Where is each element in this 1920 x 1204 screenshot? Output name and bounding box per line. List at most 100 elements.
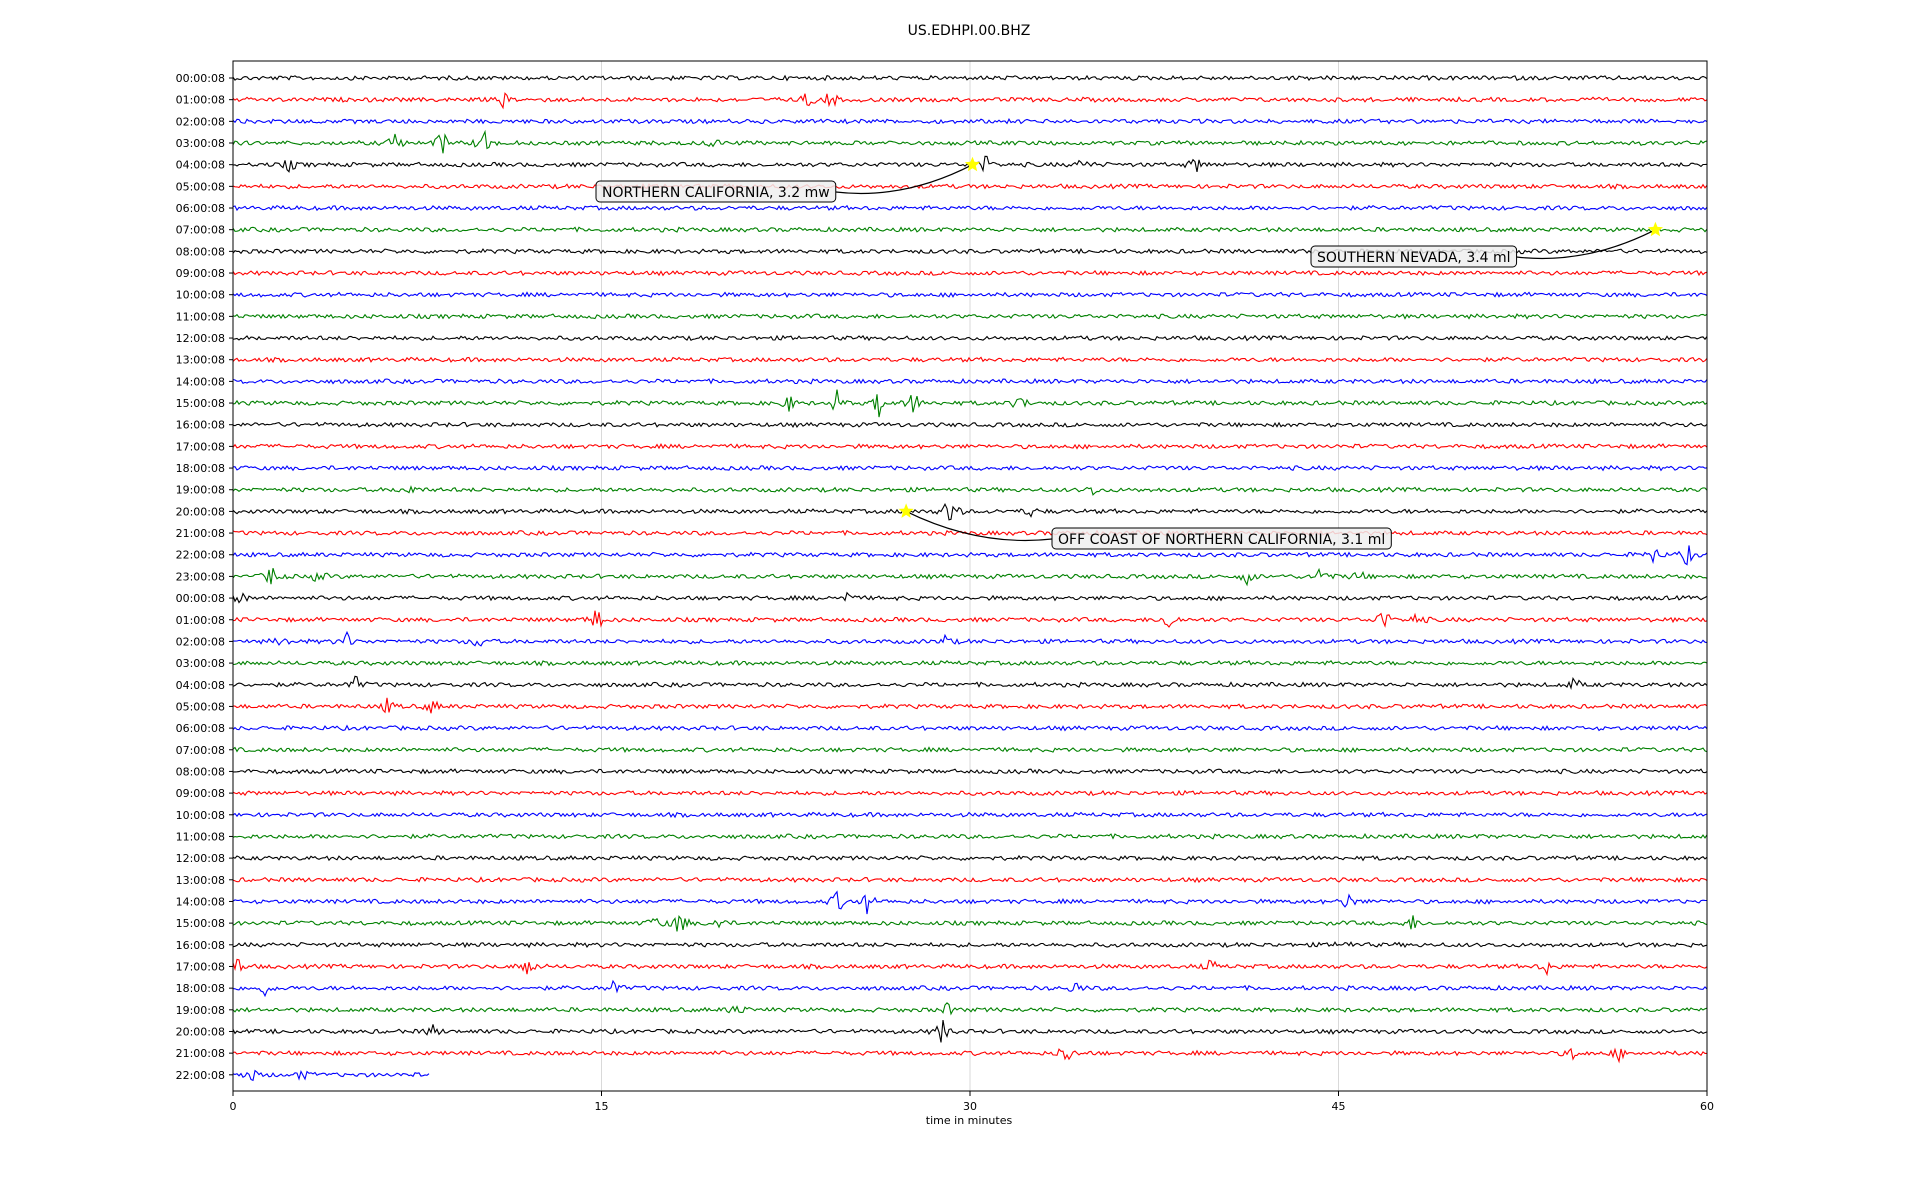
row-label-layer: 00:00:08 01:00:08 02:00:08 03:00:08 04:00:08…: [176, 72, 233, 1082]
row-time-label: 22:00:08: [176, 1069, 225, 1082]
row-time-label: 12:00:08: [176, 332, 225, 345]
row-time-label: 23:00:08: [176, 570, 225, 583]
row-time-label: 12:00:08: [176, 852, 225, 865]
row-time-label: 15:00:08: [176, 917, 225, 930]
trace-line: [232, 1002, 1708, 1016]
trace-line: [232, 746, 1708, 754]
x-tick-label: 60: [1700, 1100, 1714, 1113]
row-time-label: 17:00:08: [176, 440, 225, 453]
trace-line: [232, 313, 1708, 320]
x-axis-label: time in minutes: [926, 1114, 1013, 1127]
trace-line: [232, 377, 1708, 385]
event-connector: [835, 164, 973, 195]
row-time-label: 18:00:08: [176, 462, 225, 475]
event-label-box: [595, 180, 837, 203]
row-time-label: 06:00:08: [176, 722, 225, 735]
trace-line: [232, 485, 1708, 496]
x-tick-label: 0: [230, 1100, 237, 1113]
row-time-label: 01:00:08: [176, 94, 225, 107]
trace-line: [232, 890, 1708, 915]
row-time-label: 19:00:08: [176, 484, 225, 497]
event-star-marker: [964, 156, 981, 172]
row-time-label: 08:00:08: [176, 245, 225, 258]
row-time-label: 17:00:08: [176, 960, 225, 973]
row-time-label: 07:00:08: [176, 744, 225, 757]
event-annotation: SOUTHERN NEVADA, 3.4 ml: [1310, 221, 1663, 268]
trace-line: [232, 768, 1708, 775]
event-label-box: [1310, 245, 1518, 268]
trace-line: [232, 567, 1708, 587]
trace-line: [232, 545, 1708, 566]
trace-line: [232, 811, 1708, 819]
row-time-label: 13:00:08: [176, 874, 225, 887]
trace-line: [232, 697, 1708, 714]
row-time-label: 07:00:08: [176, 224, 225, 237]
trace-line: [232, 92, 1708, 110]
row-time-label: 02:00:08: [176, 635, 225, 648]
row-time-label: 11:00:08: [176, 310, 225, 323]
row-time-label: 06:00:08: [176, 202, 225, 215]
row-time-label: 20:00:08: [176, 1025, 225, 1038]
event-star-marker: [898, 503, 914, 518]
row-time-label: 16:00:08: [176, 419, 225, 432]
trace-line: [232, 915, 1708, 932]
row-time-label: 09:00:08: [176, 267, 225, 280]
trace-layer: [232, 74, 1708, 1082]
x-tick-label: 45: [1332, 1100, 1346, 1113]
event-annotation: NORTHERN CALIFORNIA, 3.2 mw: [595, 156, 981, 203]
trace-line: [232, 979, 1708, 998]
event-connector: [1516, 229, 1656, 260]
trace-line: [232, 958, 1708, 977]
row-time-label: 05:00:08: [176, 700, 225, 713]
x-tick-label: 15: [595, 1100, 609, 1113]
row-time-label: 18:00:08: [176, 982, 225, 995]
trace-line: [232, 118, 1708, 125]
row-time-label: 10:00:08: [176, 809, 225, 822]
row-time-label: 10:00:08: [176, 289, 225, 302]
trace-line: [232, 270, 1708, 277]
trace-line: [232, 1069, 430, 1082]
row-time-label: 20:00:08: [176, 505, 225, 518]
trace-line: [232, 610, 1708, 628]
row-time-label: 19:00:08: [176, 1004, 225, 1017]
trace-line: [232, 854, 1708, 862]
trace-line: [232, 591, 1708, 604]
trace-line: [232, 1047, 1707, 1064]
trace-line: [232, 502, 1708, 521]
row-time-label: 09:00:08: [176, 787, 225, 800]
row-time-label: 16:00:08: [176, 939, 225, 952]
x-tick-layer: 0 15 30 45 60: [230, 1091, 1714, 1113]
row-time-label: 04:00:08: [176, 679, 225, 692]
trace-line: [232, 941, 1708, 949]
event-layer: NORTHERN CALIFORNIA, 3.2 mw SOUTHERN NEVA…: [595, 156, 1663, 550]
trace-line: [232, 74, 1708, 82]
trace-line: [232, 356, 1708, 364]
trace-line: [232, 1020, 1708, 1043]
trace-line: [232, 421, 1708, 429]
trace-line: [232, 204, 1708, 212]
event-star-marker: [1647, 221, 1663, 237]
row-time-label: 05:00:08: [176, 180, 225, 193]
row-time-label: 00:00:08: [176, 72, 225, 85]
trace-line: [232, 789, 1708, 797]
trace-line: [232, 630, 1708, 647]
row-time-label: 22:00:08: [176, 549, 225, 562]
chart-title: US.EDHPI.00.BHZ: [908, 23, 1031, 39]
trace-line: [232, 529, 1708, 537]
trace-line: [232, 659, 1708, 667]
row-time-label: 03:00:08: [176, 657, 225, 670]
event-label: OFF COAST OF NORTHERN CALIFORNIA, 3.1 ml: [1058, 532, 1385, 548]
row-time-label: 00:00:08: [176, 592, 225, 605]
row-time-label: 11:00:08: [176, 830, 225, 843]
trace-line: [232, 389, 1708, 418]
row-time-label: 02:00:08: [176, 115, 225, 128]
row-time-label: 21:00:08: [176, 1047, 225, 1060]
trace-line: [232, 183, 1708, 190]
row-time-label: 08:00:08: [176, 765, 225, 778]
row-time-label: 04:00:08: [176, 159, 225, 172]
row-time-label: 14:00:08: [176, 895, 225, 908]
trace-line: [232, 129, 1708, 154]
trace-line: [232, 334, 1708, 342]
